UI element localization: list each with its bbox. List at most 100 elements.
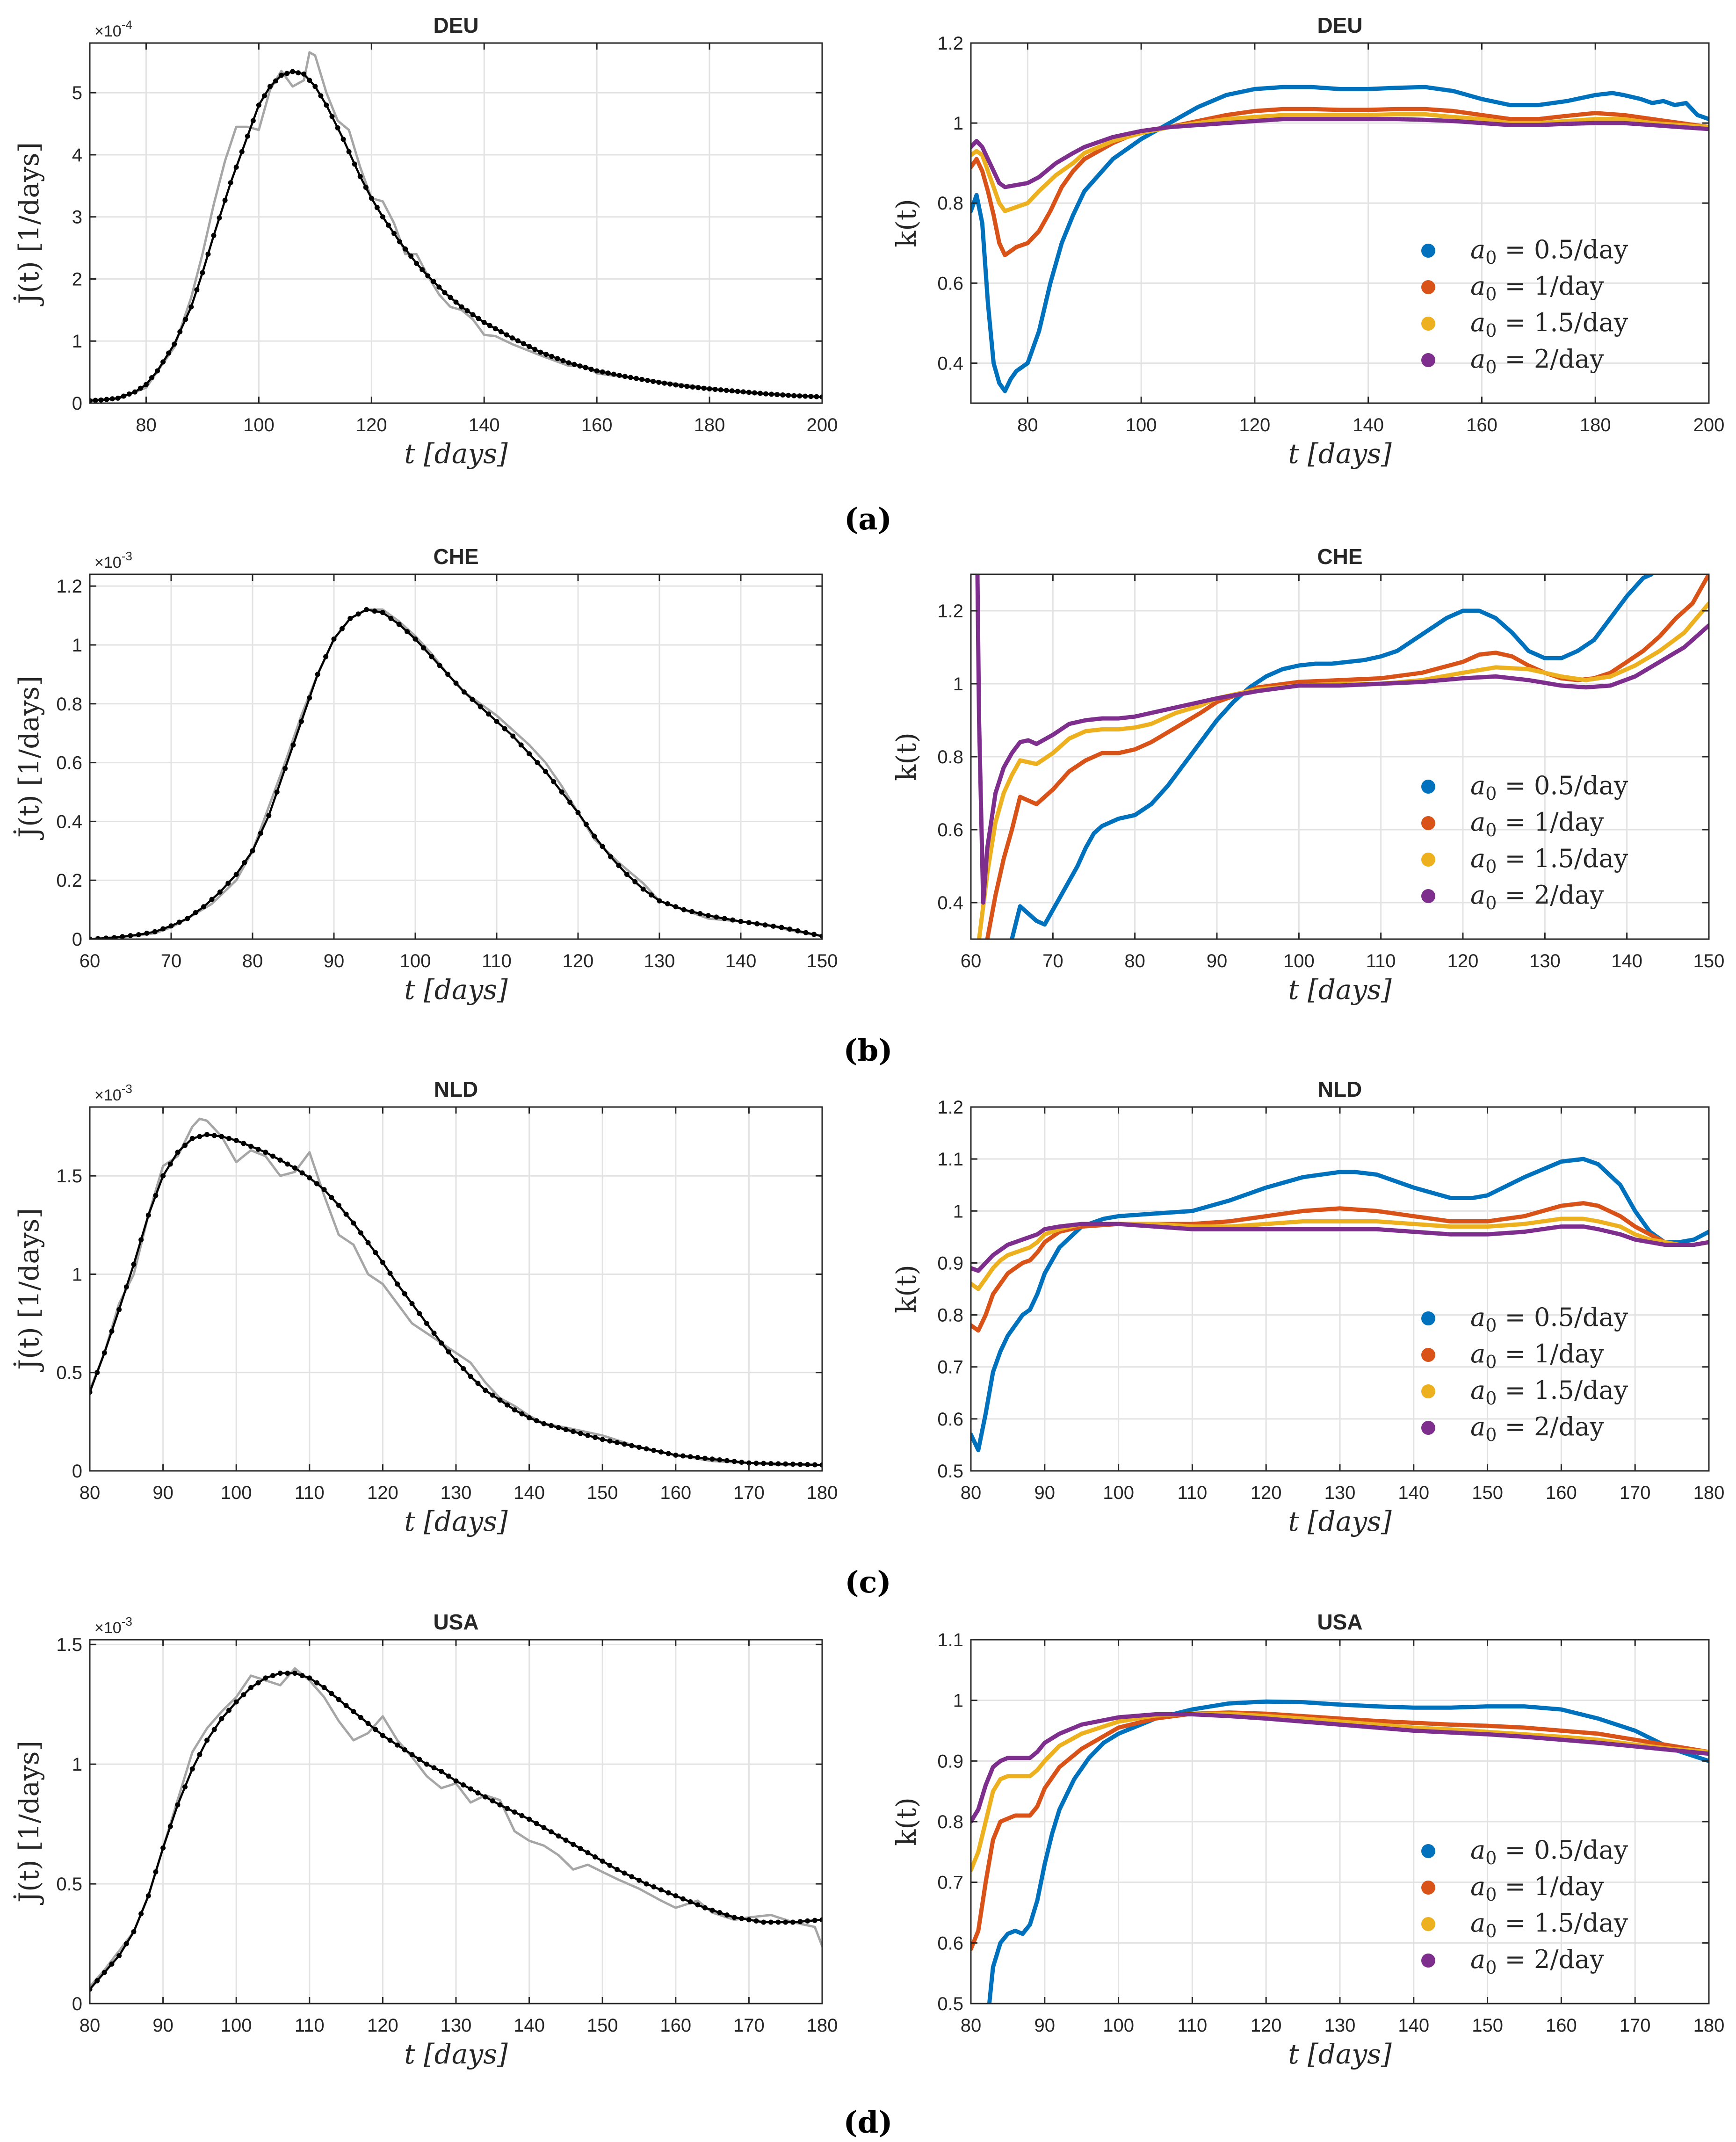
fit-marker	[233, 872, 239, 877]
fit-marker	[331, 636, 337, 642]
fit-marker	[217, 215, 222, 221]
y-tick-label: 0.7	[937, 1873, 963, 1893]
fit-marker	[226, 1708, 232, 1713]
fit-marker	[329, 1691, 334, 1696]
x-axis-label: t [days]	[404, 974, 508, 1006]
fit-marker	[775, 1461, 781, 1467]
fit-marker	[324, 102, 329, 108]
fit-marker	[805, 1918, 810, 1924]
fit-marker	[439, 1340, 444, 1346]
fit-marker	[563, 1838, 569, 1843]
series-line-a0-2-day	[975, 574, 1709, 905]
fit-marker	[183, 317, 188, 322]
x-tick-label: 120	[563, 951, 594, 971]
fit-marker	[397, 239, 403, 245]
fit-marker	[629, 1443, 635, 1448]
fit-marker	[461, 1782, 466, 1788]
legend-marker	[1421, 1844, 1435, 1858]
fit-marker	[724, 1912, 730, 1918]
fit-marker	[167, 1161, 173, 1167]
x-tick-label: 70	[1042, 951, 1063, 971]
x-tick-label: 160	[1466, 415, 1497, 435]
x-tick-label: 180	[1693, 1483, 1725, 1503]
fit-marker	[277, 1158, 283, 1163]
fit-marker	[226, 1136, 232, 1141]
fit-marker	[101, 1969, 107, 1975]
fit-marker	[790, 1919, 796, 1925]
x-tick-label: 80	[136, 415, 157, 435]
x-tick-label: 110	[482, 951, 512, 971]
x-tick-label: 90	[1034, 2015, 1056, 2036]
fit-marker	[771, 923, 776, 929]
fit-marker	[786, 392, 791, 398]
fit-marker	[357, 174, 363, 179]
fit-marker	[446, 1349, 451, 1355]
x-axis-label: t [days]	[404, 438, 508, 470]
fit-marker	[665, 901, 670, 907]
fit-marker	[248, 1685, 254, 1690]
fit-marker	[277, 1671, 283, 1676]
y-tick-label: 1.1	[937, 1149, 963, 1170]
fit-marker	[575, 810, 581, 816]
fit-marker	[644, 1446, 649, 1452]
fit-marker	[757, 391, 763, 396]
fit-marker	[145, 1893, 151, 1899]
fit-marker	[136, 932, 141, 938]
fit-marker	[109, 396, 115, 402]
fit-marker	[255, 1146, 261, 1152]
y-tick-label: 0	[72, 929, 82, 950]
fit-marker	[637, 1877, 642, 1883]
fit-marker	[429, 654, 434, 659]
fit-marker	[365, 1240, 371, 1245]
fit-marker	[607, 1438, 613, 1444]
x-tick-label: 90	[1207, 951, 1228, 971]
fit-marker	[684, 384, 690, 389]
y-tick-label: 0.4	[56, 811, 82, 832]
series-line-a0-2-day	[971, 1712, 1709, 1824]
fit-marker	[783, 1461, 788, 1467]
fit-marker	[116, 1307, 122, 1312]
fit-marker	[739, 1459, 745, 1465]
fit-marker	[637, 1445, 642, 1450]
fit-marker	[707, 386, 712, 391]
fit-marker	[687, 1899, 693, 1904]
fit-marker	[351, 1709, 356, 1715]
fit-marker	[673, 382, 679, 388]
fit-marker	[263, 1150, 268, 1155]
fit-marker	[145, 1212, 151, 1218]
fit-marker	[431, 1331, 437, 1336]
fit-marker	[571, 362, 577, 367]
x-axis-label: t [days]	[1288, 1505, 1392, 1537]
fit-marker	[566, 360, 571, 366]
fit-marker	[120, 934, 125, 939]
fit-marker	[628, 375, 633, 380]
fit-marker	[336, 1697, 341, 1702]
fit-marker	[250, 118, 256, 123]
x-tick-label: 80	[1124, 951, 1145, 971]
fit-marker	[175, 1802, 181, 1808]
fit-marker	[365, 1721, 371, 1726]
legend-marker	[1421, 889, 1435, 903]
fit-marker	[442, 290, 448, 296]
fit-marker	[571, 1842, 576, 1847]
y-tick-label: 1.1	[937, 1630, 963, 1650]
x-tick-label: 80	[80, 2015, 101, 2036]
fit-marker	[372, 608, 377, 614]
x-tick-label: 130	[441, 1483, 472, 1503]
chart-nld_k: 80 90 100 110 120 130 140 150 160 170 180 0.5 0.6 0.7…	[890, 1077, 1724, 1537]
fit-marker	[490, 1392, 495, 1398]
fit-marker	[505, 1402, 510, 1408]
series-line-data	[90, 1117, 822, 1466]
chart-usa_j: 80 90 100 110 120 130 140 150 160 170 180 0 0.5 1 1.5 ×…	[13, 1610, 838, 2070]
subfigure-label: (a)	[844, 502, 892, 537]
fit-marker	[211, 233, 217, 239]
x-tick-label: 70	[161, 951, 182, 971]
fit-marker	[414, 261, 420, 266]
legend-marker	[1421, 1421, 1435, 1435]
fit-marker	[549, 1423, 554, 1428]
series-line-a0-1-5-day	[971, 112, 1709, 213]
fit-marker	[718, 387, 723, 393]
legend-entry: a0 = 0.5/day	[1470, 1835, 1628, 1868]
legend-entry: a0 = 2/day	[1470, 1945, 1604, 1978]
fit-marker	[705, 913, 711, 919]
